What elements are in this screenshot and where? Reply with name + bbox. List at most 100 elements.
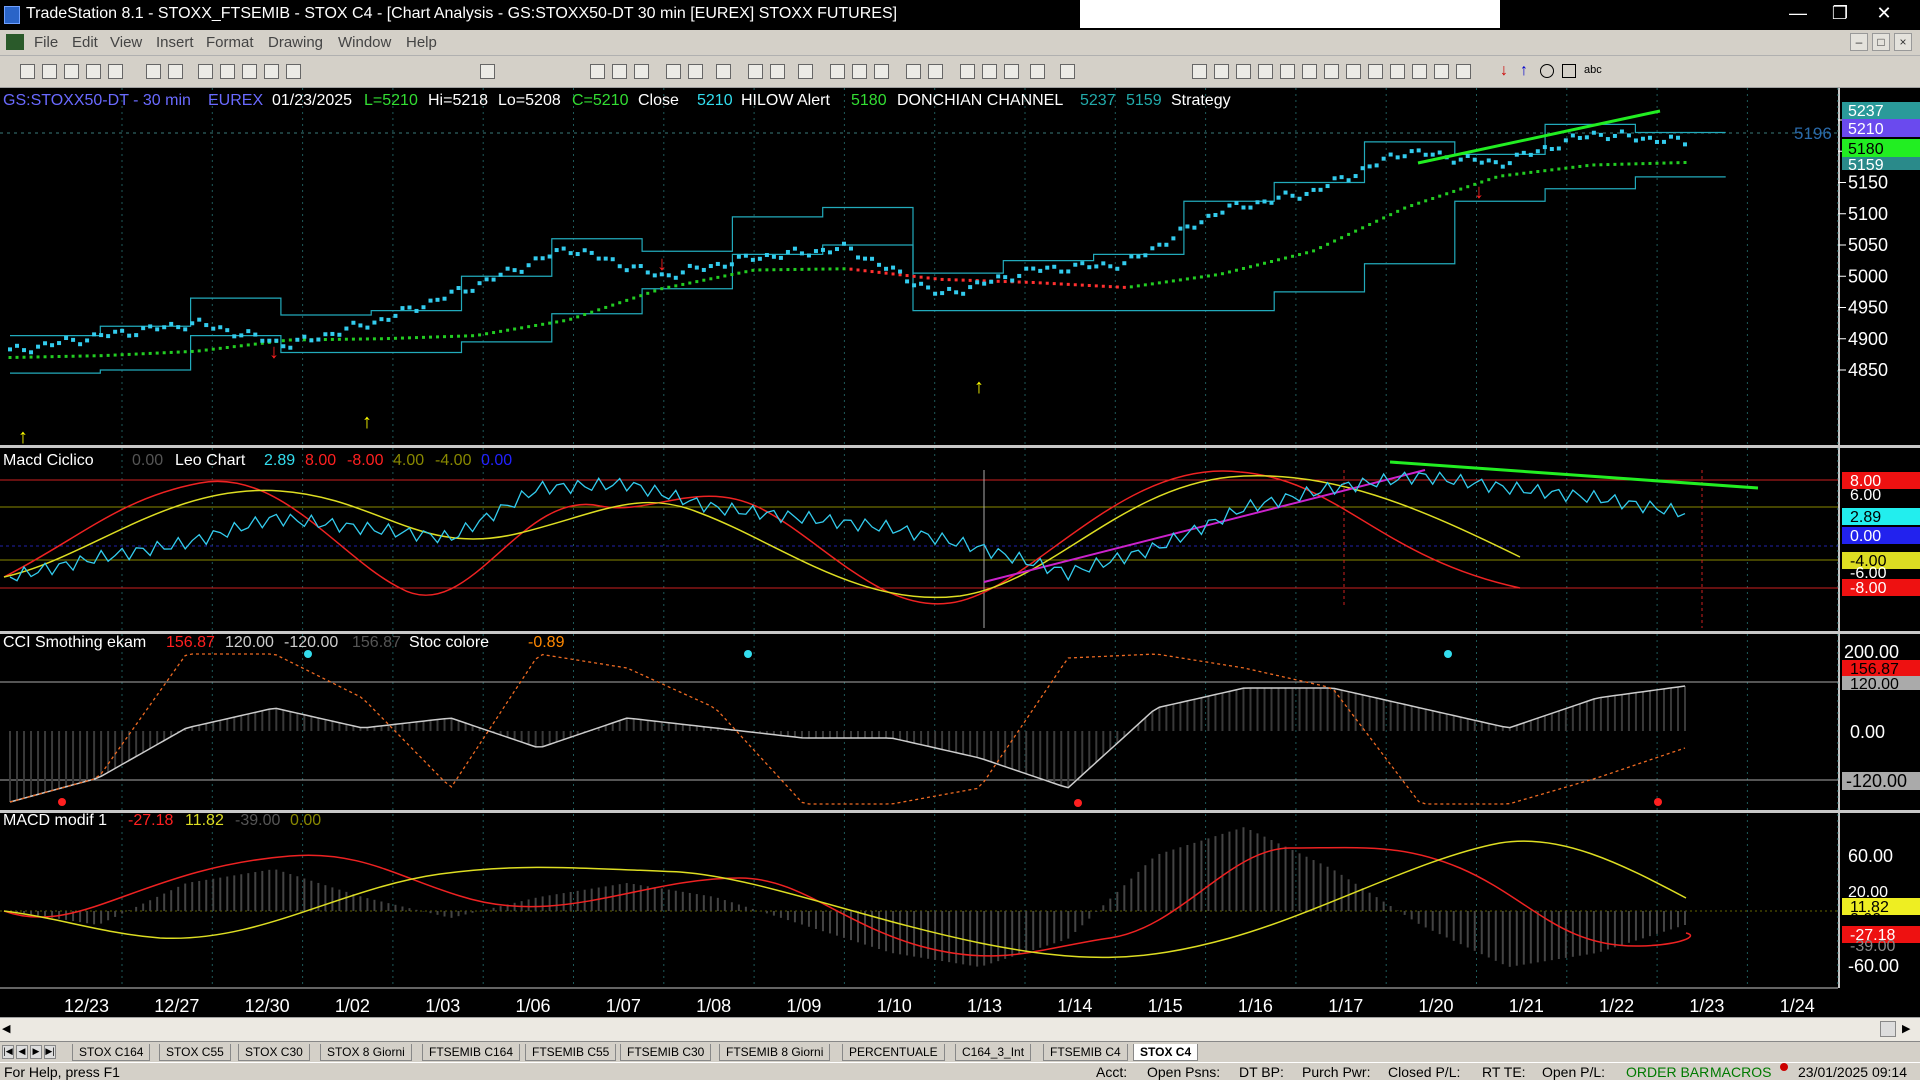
up-signal-arrow-2: ↑ xyxy=(362,411,372,433)
mdi-minimize-button[interactable]: – xyxy=(1850,33,1868,51)
arc-icon[interactable] xyxy=(1390,64,1405,79)
menu-window[interactable]: Window xyxy=(338,34,392,51)
minimize-button[interactable]: — xyxy=(1789,3,1807,23)
speedline-icon[interactable] xyxy=(1280,64,1295,79)
ma-dot xyxy=(1375,219,1379,223)
tab-ftsemib-c4[interactable]: FTSEMIB C4 xyxy=(1043,1044,1128,1061)
ma-dot xyxy=(1571,165,1575,169)
scroll-thumb[interactable] xyxy=(1880,1021,1896,1037)
layout-icon[interactable] xyxy=(220,64,235,79)
tab-next-icon[interactable]: ▶ xyxy=(30,1045,42,1059)
menu-insert[interactable]: Insert xyxy=(156,34,194,51)
tab-stox-c4[interactable]: STOX C4 xyxy=(1133,1044,1199,1061)
ellipse-icon[interactable] xyxy=(1540,64,1554,78)
zoom-out-icon[interactable] xyxy=(928,64,943,79)
up-arrow-icon[interactable]: ↑ xyxy=(1520,62,1528,79)
hscroll-icon[interactable] xyxy=(852,64,867,79)
globe-icon[interactable] xyxy=(286,64,301,79)
rectangle-icon[interactable] xyxy=(1562,64,1576,78)
print-icon[interactable] xyxy=(146,64,161,79)
menu-drawing[interactable]: Drawing xyxy=(268,34,324,51)
arrow-icon[interactable] xyxy=(1346,64,1361,79)
status-macros[interactable]: MACROS xyxy=(1710,1064,1772,1080)
tab-percentuale[interactable]: PERCENTUALE xyxy=(842,1044,945,1061)
cci-axis-0: 0.00 xyxy=(1850,722,1885,742)
alert-icon[interactable] xyxy=(1030,64,1045,79)
status-closed-pl: Closed P/L: xyxy=(1388,1064,1461,1080)
scroll-right-icon[interactable]: ▶ xyxy=(1902,1023,1911,1035)
date-tick-label: 12/27 xyxy=(154,996,199,1016)
tab-last-icon[interactable]: ▶| xyxy=(44,1045,56,1059)
zoom-in-icon[interactable] xyxy=(906,64,921,79)
price-dot xyxy=(1339,175,1344,180)
line-draw-icon[interactable] xyxy=(1456,64,1471,79)
window-icon[interactable] xyxy=(198,64,213,79)
price-dot xyxy=(99,333,104,338)
text-icon[interactable]: abc xyxy=(1584,64,1602,76)
tab-stox-8-giorni[interactable]: STOX 8 Giorni xyxy=(320,1044,412,1061)
freehand-icon[interactable] xyxy=(1434,64,1449,79)
save-icon[interactable] xyxy=(108,64,123,79)
andrews-icon[interactable] xyxy=(1368,64,1383,79)
wave-icon[interactable] xyxy=(666,64,681,79)
table-icon[interactable] xyxy=(634,64,649,79)
hline-icon[interactable] xyxy=(1214,64,1229,79)
menu-edit[interactable]: Edit xyxy=(72,34,98,51)
horizontal-scrollbar[interactable]: ◀ ▶ xyxy=(0,1017,1920,1041)
down-arrow-icon[interactable]: ↓ xyxy=(1500,62,1508,79)
pointer-icon[interactable] xyxy=(960,64,975,79)
scroll-left-icon[interactable]: ◀ xyxy=(2,1023,11,1035)
fibonacci-icon[interactable] xyxy=(1236,64,1251,79)
chart-icon[interactable] xyxy=(590,64,605,79)
tab-ftsemib-c164[interactable]: FTSEMIB C164 xyxy=(422,1044,521,1061)
copy-icon[interactable] xyxy=(64,64,79,79)
tab-stox-c164[interactable]: STOX C164 xyxy=(72,1044,151,1061)
lock-icon[interactable] xyxy=(242,64,257,79)
gann-icon[interactable] xyxy=(1324,64,1339,79)
open-icon[interactable] xyxy=(42,64,57,79)
menu-file[interactable]: File xyxy=(34,34,59,51)
tools-icon[interactable] xyxy=(1004,64,1019,79)
mdi-restore-button[interactable]: □ xyxy=(1872,33,1890,51)
price-dot xyxy=(982,281,987,286)
maximize-button[interactable]: ❐ xyxy=(1831,3,1849,23)
trendline-icon[interactable] xyxy=(1192,64,1207,79)
refresh-icon[interactable] xyxy=(716,64,731,79)
paste-icon[interactable] xyxy=(86,64,101,79)
bar-type-icon[interactable] xyxy=(798,64,813,79)
status-order-bar[interactable]: ORDER BAR xyxy=(1626,1064,1710,1080)
print-preview-icon[interactable] xyxy=(168,64,183,79)
price-dot xyxy=(1402,154,1407,159)
channel-icon[interactable] xyxy=(1258,64,1273,79)
order-icon[interactable] xyxy=(982,64,997,79)
format-icon[interactable] xyxy=(748,64,763,79)
close-button[interactable]: ✕ xyxy=(1876,3,1892,23)
scale-icon[interactable] xyxy=(830,64,845,79)
menu-view[interactable]: View xyxy=(110,34,143,51)
trash-icon[interactable] xyxy=(1060,64,1075,79)
chart-area[interactable]: GS:STOXX50-DT - 30 min EUREX 01/23/2025 … xyxy=(0,88,1920,1017)
grid-icon[interactable] xyxy=(612,64,627,79)
menu-format[interactable]: Format xyxy=(206,34,254,51)
cci-v2: 120.00 xyxy=(225,634,274,651)
tab-ftsemib-8-giorni[interactable]: FTSEMIB 8 Giorni xyxy=(719,1044,831,1061)
wave-draw-icon[interactable] xyxy=(1412,64,1427,79)
tab-prev-icon[interactable]: ◀ xyxy=(16,1045,28,1059)
pen-icon[interactable] xyxy=(264,64,279,79)
mdi-close-button[interactable]: × xyxy=(1894,33,1912,51)
ma-dot xyxy=(1389,213,1393,217)
tab-ftsemib-c55[interactable]: FTSEMIB C55 xyxy=(525,1044,617,1061)
radar-icon[interactable] xyxy=(688,64,703,79)
vline-icon[interactable] xyxy=(1302,64,1317,79)
tab-c164-3-int[interactable]: C164_3_Int xyxy=(955,1044,1032,1061)
menu-help[interactable]: Help xyxy=(406,34,437,51)
search-icon[interactable] xyxy=(480,64,495,79)
tab-stox-c30[interactable]: STOX C30 xyxy=(238,1044,310,1061)
tab-first-icon[interactable]: |◀ xyxy=(2,1045,14,1059)
compress-icon[interactable] xyxy=(874,64,889,79)
tab-ftsemib-c30[interactable]: FTSEMIB C30 xyxy=(620,1044,712,1061)
new-icon[interactable] xyxy=(20,64,35,79)
settings-icon[interactable] xyxy=(770,64,785,79)
tab-stox-c55[interactable]: STOX C55 xyxy=(159,1044,231,1061)
ma-dot xyxy=(78,354,82,358)
